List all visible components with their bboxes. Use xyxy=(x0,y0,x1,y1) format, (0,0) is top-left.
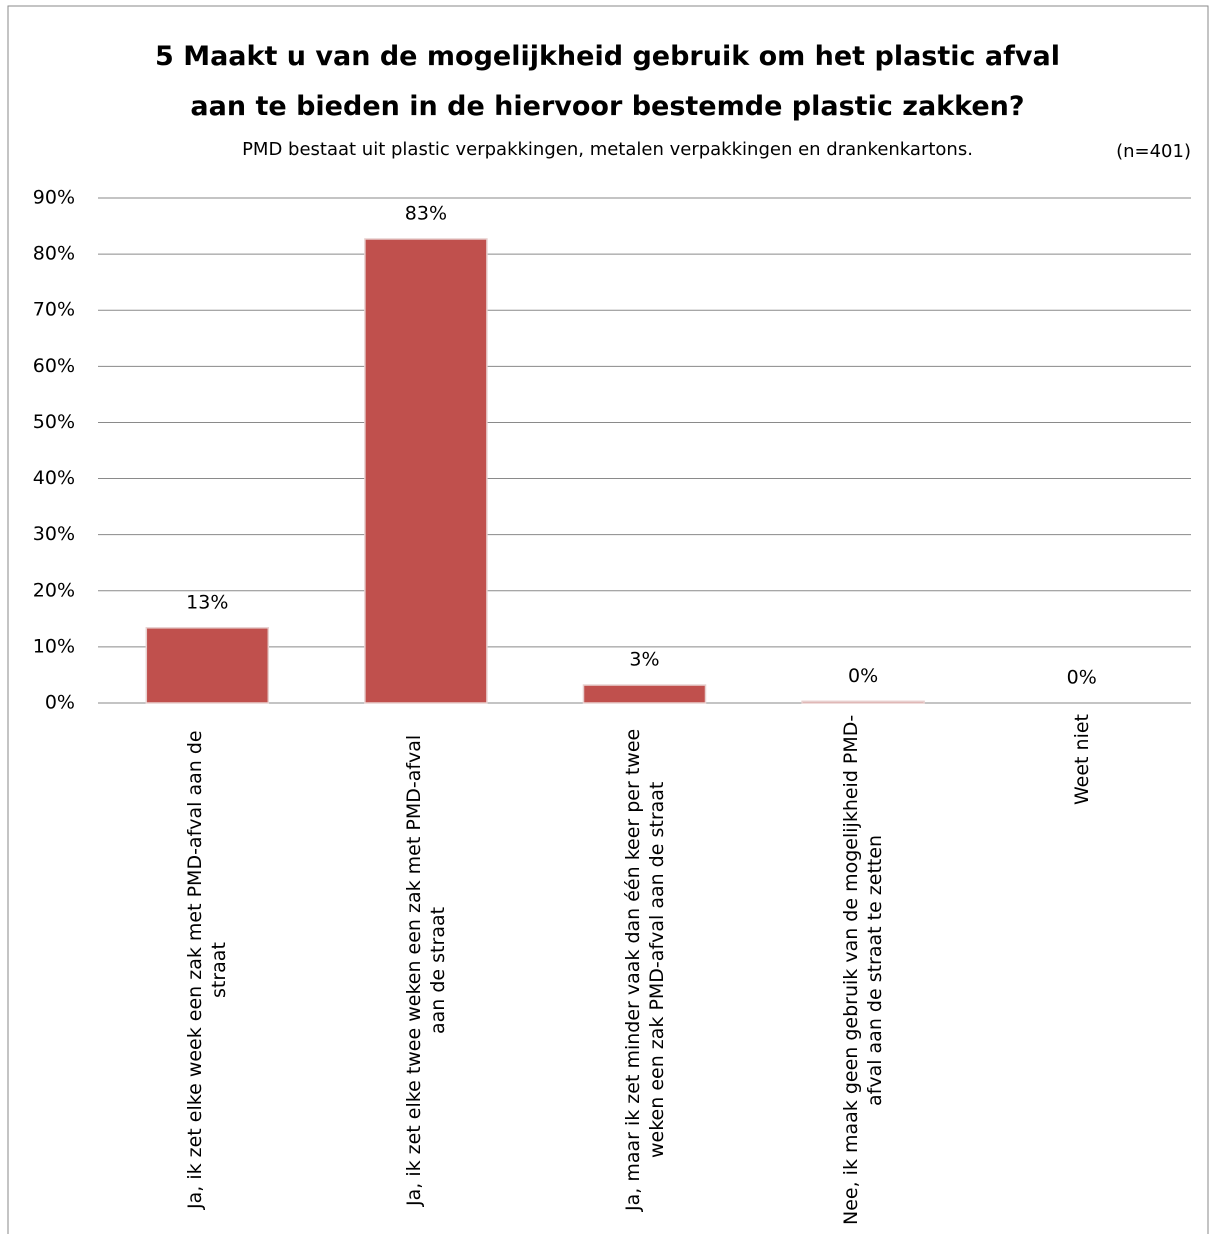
y-tick-label: 20% xyxy=(33,579,75,601)
value-label: 13% xyxy=(186,591,228,613)
y-tick-label: 80% xyxy=(33,243,75,265)
chart-frame xyxy=(7,5,1209,1234)
y-tick-label: 70% xyxy=(33,299,75,321)
bar xyxy=(582,684,707,704)
x-tick-label: Nee, ik maak geen gebruik van de mogelij… xyxy=(840,714,887,1226)
y-tick-label: 10% xyxy=(33,635,75,657)
y-tick-label: 0% xyxy=(45,692,75,714)
bar xyxy=(364,238,488,704)
bar xyxy=(801,700,925,704)
x-tick-label: Ja, ik zet elke week een zak met PMD-afv… xyxy=(184,730,231,1210)
bar xyxy=(145,627,270,704)
chart-subtitle: PMD bestaat uit plastic verpakkingen, me… xyxy=(242,139,973,160)
y-tick-label: 40% xyxy=(33,467,75,489)
y-tick-label: 60% xyxy=(33,355,75,377)
chart-title: 5 Maakt u van de mogelijkheid gebruik om… xyxy=(155,41,1060,122)
x-tick-label: Ja, maar ik zet minder vaak dan één keer… xyxy=(621,728,668,1212)
y-tick-label: 30% xyxy=(33,523,75,545)
y-tick-label: 90% xyxy=(33,187,75,209)
sample-size: (n=401) xyxy=(1116,141,1191,162)
value-label: 0% xyxy=(1067,667,1097,689)
value-label: 3% xyxy=(629,649,659,671)
x-tick-label: Ja, ik zet elke twee weken een zak met P… xyxy=(402,734,449,1206)
x-tick-label: Weet niet xyxy=(1070,714,1093,806)
y-tick-label: 50% xyxy=(33,411,75,433)
value-label: 0% xyxy=(848,665,878,687)
value-label: 83% xyxy=(405,202,447,224)
